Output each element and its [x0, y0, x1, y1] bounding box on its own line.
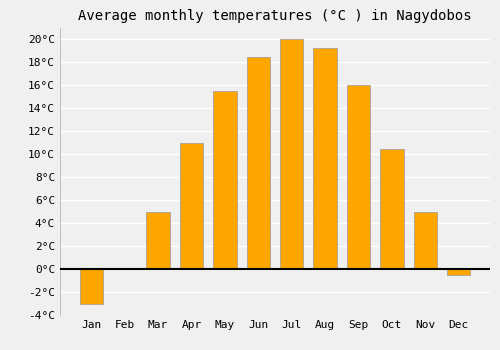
Bar [380, 148, 404, 269]
Bar [180, 143, 203, 269]
Bar [347, 85, 370, 269]
Title: Average monthly temperatures (°C ) in Nagydobos: Average monthly temperatures (°C ) in Na… [78, 9, 472, 23]
Bar [447, 269, 470, 275]
Bar [80, 269, 103, 303]
Bar [414, 212, 437, 269]
Bar [314, 48, 337, 269]
Bar [146, 212, 170, 269]
Bar [280, 40, 303, 269]
Bar [246, 57, 270, 269]
Bar [213, 91, 236, 269]
